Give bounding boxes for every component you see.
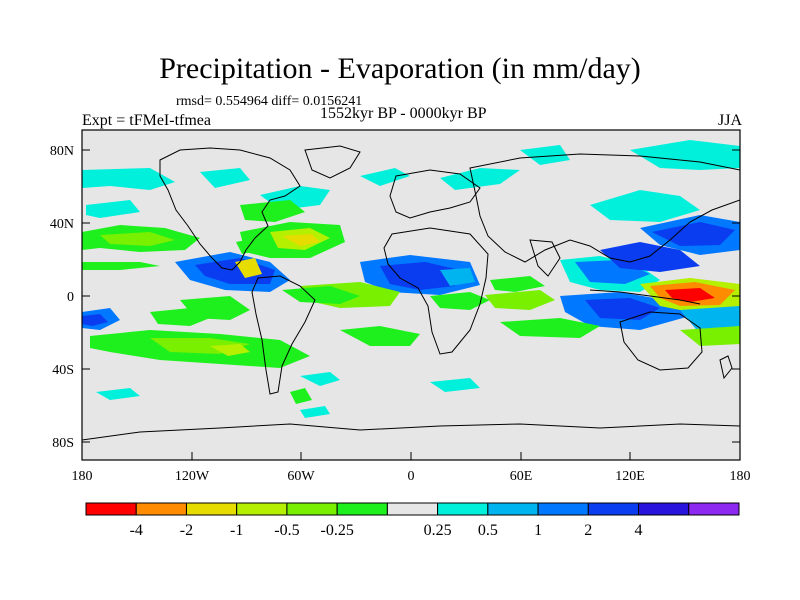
colorbar-label: -1 xyxy=(230,522,243,539)
lon-label: 180 xyxy=(72,469,93,484)
colorbar-label: -2 xyxy=(180,522,193,539)
map-title: Precipitation - Evaporation (in mm/day) xyxy=(159,52,641,85)
lat-label: 40N xyxy=(50,217,74,232)
colorbar-swatch xyxy=(135,502,187,516)
colorbar-label: 0.25 xyxy=(424,522,452,539)
lon-label: 60W xyxy=(287,469,315,484)
colorbar-swatch xyxy=(487,502,539,516)
colorbar-label: -0.25 xyxy=(320,522,353,539)
lat-label: 0 xyxy=(67,290,74,305)
lat-axis xyxy=(82,149,740,443)
colorbar-label: 1 xyxy=(534,522,542,539)
lon-label: 180 xyxy=(730,469,751,484)
lon-label: 120E xyxy=(615,469,645,484)
colorbar-label: -4 xyxy=(130,522,143,539)
colorbar-swatch xyxy=(688,502,740,516)
colorbar-swatch xyxy=(386,502,439,516)
colorbar-label: 0.5 xyxy=(478,522,498,539)
period-label: 1552kyr BP - 0000kyr BP xyxy=(320,105,487,122)
anomaly-field xyxy=(82,140,740,418)
lat-label: 80N xyxy=(50,144,74,159)
lon-label: 120W xyxy=(175,469,210,484)
colorbar-swatch xyxy=(537,502,589,516)
colorbar-swatch xyxy=(85,502,137,516)
colorbar-swatch xyxy=(638,502,690,516)
lon-label: 0 xyxy=(408,469,415,484)
colorbar-swatch xyxy=(236,502,288,516)
colorbar-label: 2 xyxy=(584,522,592,539)
colorbar-swatch xyxy=(587,502,640,516)
season-label: JJA xyxy=(717,112,742,129)
colorbar-swatch xyxy=(336,502,388,516)
lat-label: 40S xyxy=(52,363,74,378)
lat-label: 80S xyxy=(52,436,74,451)
colorbar-swatch xyxy=(437,502,489,516)
experiment-label: Expt = tFMeI-tfmea xyxy=(82,112,211,129)
colorbar-labels: -4 -2 -1 -0.5 -0.25 0.25 0.5 1 2 4 xyxy=(130,522,643,539)
lon-label: 60E xyxy=(510,469,533,484)
colorbar-label: -0.5 xyxy=(274,522,299,539)
stats-text: rmsd= 0.554964 diff= 0.0156241 xyxy=(176,94,363,109)
colorbar-swatch xyxy=(185,502,238,516)
colorbar-swatch xyxy=(286,502,338,516)
coastlines xyxy=(82,145,740,441)
colorbar xyxy=(85,502,740,516)
lon-axis xyxy=(81,452,741,460)
colorbar-label: 4 xyxy=(635,522,643,539)
